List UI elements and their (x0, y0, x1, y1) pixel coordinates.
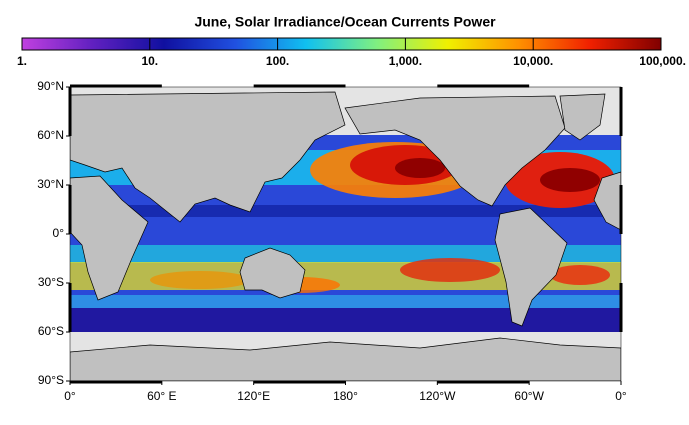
lat-tick-label: 30°S (38, 275, 64, 289)
lat-tick-label: 90°N (37, 79, 64, 93)
colorbar (21, 37, 662, 51)
map (70, 87, 621, 381)
lon-tick-label: 180° (333, 389, 358, 403)
lon-tick-label: 120°E (237, 389, 270, 403)
colorbar-tick-label: 1. (17, 54, 27, 68)
colorbar-tick-label: 100,000. (639, 54, 686, 68)
lat-tick-label: 60°S (38, 324, 64, 338)
colorbar-tick-label: 1,000. (389, 54, 422, 68)
colorbar-tick-label: 10. (141, 54, 158, 68)
lat-tick-label: 30°N (37, 177, 64, 191)
lat-tick-label: 90°S (38, 373, 64, 387)
chart-title: June, Solar Irradiance/Ocean Currents Po… (194, 14, 496, 30)
lat-tick-label: 60°N (37, 128, 64, 142)
colorbar-tick-label: 100. (266, 54, 289, 68)
colorbar-tick-label: 10,000. (513, 54, 553, 68)
lon-tick-label: 60°W (514, 389, 544, 403)
lon-tick-label: 0° (64, 389, 76, 403)
lat-tick-label: 0° (53, 226, 65, 240)
lon-tick-label: 120°W (419, 389, 456, 403)
lon-tick-label: 0° (615, 389, 627, 403)
lon-tick-label: 60° E (147, 389, 176, 403)
